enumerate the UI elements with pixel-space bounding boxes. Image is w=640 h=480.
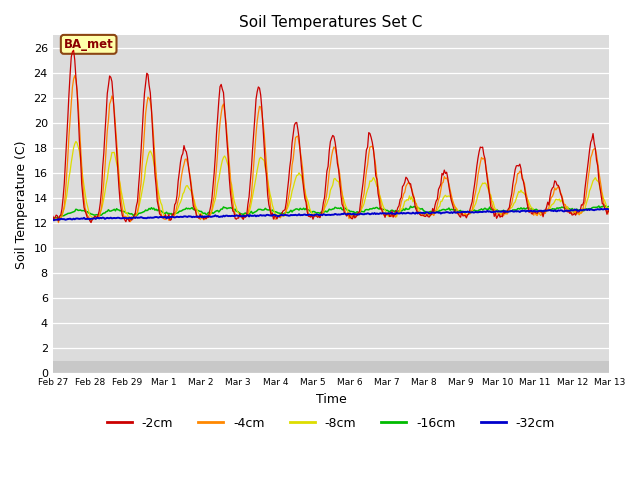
Bar: [52, 361, 609, 373]
Title: Soil Temperatures Set C: Soil Temperatures Set C: [239, 15, 422, 30]
Y-axis label: Soil Temperature (C): Soil Temperature (C): [15, 140, 28, 269]
Text: BA_met: BA_met: [64, 38, 113, 51]
Legend: -2cm, -4cm, -8cm, -16cm, -32cm: -2cm, -4cm, -8cm, -16cm, -32cm: [102, 412, 560, 435]
X-axis label: Time: Time: [316, 393, 346, 406]
